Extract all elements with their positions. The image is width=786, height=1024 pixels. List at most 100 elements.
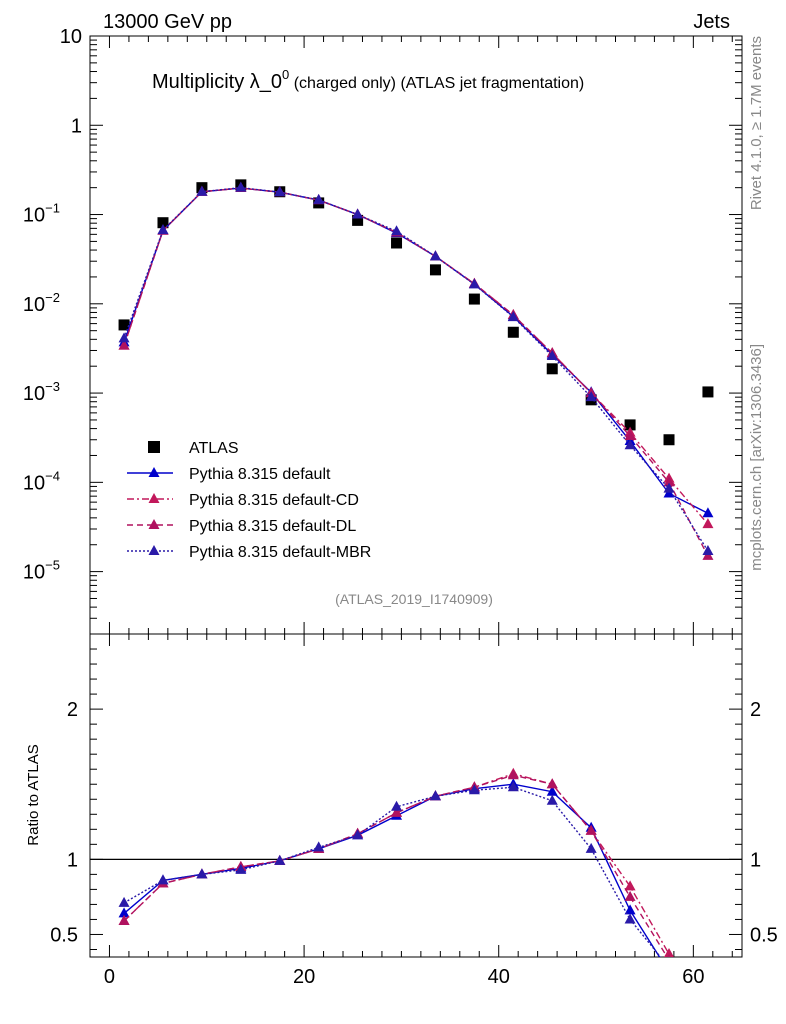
y-tick-label-exp: −5 (45, 558, 60, 573)
y-tick-label-base: 10 (23, 383, 45, 405)
y-tick-label: 10−3 (23, 379, 60, 405)
title-sup: 0 (282, 67, 289, 82)
legend-marker (148, 441, 160, 453)
mc-data-point (429, 250, 441, 261)
ratio-data-point (624, 880, 636, 891)
mc-data-point (391, 225, 403, 236)
atlas-data-point (546, 363, 558, 375)
ratio-data-point (624, 890, 636, 901)
ratio-data-point (468, 784, 480, 795)
mc-data-point (624, 439, 636, 450)
ratio-data-point (391, 806, 403, 817)
atlas-data-point (391, 237, 403, 249)
mc-data-point (702, 518, 714, 529)
mc-data-point (118, 332, 130, 343)
ratio-data-point (313, 841, 325, 852)
legend-marker (148, 545, 160, 555)
ratio-data-point (664, 947, 674, 957)
mc-data-point (196, 185, 208, 196)
atlas-data-point (468, 293, 480, 305)
legend-marker (148, 467, 160, 477)
y-tick-label: 10−1 (23, 201, 60, 227)
y-tick-label: 10−2 (23, 290, 60, 316)
atlas-data-point (118, 319, 130, 331)
legend-label: Pythia 8.315 default-MBR (189, 544, 371, 561)
y-tick-label-base: 10 (23, 205, 45, 227)
header-right: Jets (693, 11, 730, 33)
ratio-plot-axes: 0 20 40 60 0.5 0.5 1 1 2 2 (50, 633, 778, 988)
ratio-data-point (546, 785, 558, 796)
legend-label: ATLAS (189, 440, 239, 457)
ratio-data-point (546, 794, 558, 805)
mc-data-point (663, 482, 675, 493)
mc-data-point (235, 181, 247, 192)
mc-data-point (702, 545, 714, 556)
ratio-data-point (664, 966, 675, 976)
analysis-tag: (ATLAS_2019_I1740909) (335, 591, 493, 607)
legend-marker (148, 519, 160, 529)
mc-data-point (118, 339, 130, 350)
mc-data-point (313, 193, 325, 204)
mc-data-point (468, 278, 480, 289)
y-tick-label: 10−4 (23, 468, 60, 494)
legend-label: Pythia 8.315 default (189, 466, 331, 483)
ratio-series-group (118, 767, 675, 976)
y-tick-label-exp: −2 (45, 290, 60, 305)
ratio-data-point (429, 790, 441, 801)
ratio-data-point (235, 863, 247, 874)
ratio-data-point (667, 954, 671, 957)
ratio-y-tick-label-right: 0.5 (750, 924, 778, 946)
header-left: 13000 GeV pp (103, 11, 232, 33)
mc-data-point (507, 311, 519, 322)
mc-data-point (585, 391, 597, 402)
y-tick-label-base: 10 (23, 472, 45, 494)
legend-label: Pythia 8.315 default-CD (189, 492, 359, 509)
ratio-data-point (624, 913, 636, 924)
ratio-data-point (664, 962, 675, 972)
x-tick-label: 20 (293, 966, 315, 988)
ratio-data-point (391, 800, 403, 811)
ratio-data-point (585, 842, 597, 853)
atlas-data-point (663, 434, 675, 446)
ratio-data-point (507, 781, 519, 792)
mc-data-point (624, 430, 636, 441)
ratio-y-tick-label-right: 2 (750, 699, 761, 721)
main-series-group (118, 179, 714, 560)
ratio-data-point (196, 868, 208, 879)
ratio-data-point (352, 829, 364, 840)
atlas-data-point (352, 214, 364, 226)
mc-data-point (157, 224, 169, 235)
rivet-label: Rivet 4.1.0, ≥ 1.7M events (748, 36, 765, 210)
ratio-series-line (123, 774, 668, 957)
mc-data-point (702, 507, 714, 518)
ratio-data-point (157, 874, 169, 885)
main-frame (89, 35, 743, 635)
ratio-data-point (118, 896, 130, 907)
atlas-data-point (624, 419, 636, 431)
mc-data-point (663, 476, 675, 487)
ratio-data-point (274, 854, 286, 865)
legend-label: Pythia 8.315 default-DL (189, 518, 356, 535)
mcplots-label: mcplots.cern.ch [arXiv:1306.3436] (748, 344, 765, 571)
mc-series-line (123, 186, 709, 552)
x-tick-label: 60 (682, 966, 704, 988)
y-tick-label-exp: −4 (45, 468, 60, 483)
ratio-frame (89, 633, 743, 958)
y-tick-label-exp: −3 (45, 379, 60, 394)
x-tick-label: 40 (488, 966, 510, 988)
ratio-ylabel: Ratio to ATLAS (25, 744, 42, 845)
y-tick-label-exp: −1 (45, 201, 60, 216)
mc-data-point (546, 350, 558, 361)
title-main: Multiplicity λ_0 (152, 71, 282, 93)
ratio-data-point (118, 907, 130, 918)
y-tick-label-base: 10 (23, 562, 45, 584)
title-suffix-1: (charged only) (289, 75, 396, 92)
x-tick-label: 0 (104, 966, 115, 988)
ratio-y-tick-label-left: 1 (67, 849, 78, 871)
title-suffix-2: (ATLAS jet fragmentation) (396, 75, 584, 92)
ratio-y-tick-label-left: 0.5 (50, 924, 78, 946)
ratio-series-line (123, 772, 670, 955)
atlas-data-point (507, 326, 519, 338)
plot-title: Multiplicity λ_00 (charged only) (ATLAS … (152, 67, 584, 93)
